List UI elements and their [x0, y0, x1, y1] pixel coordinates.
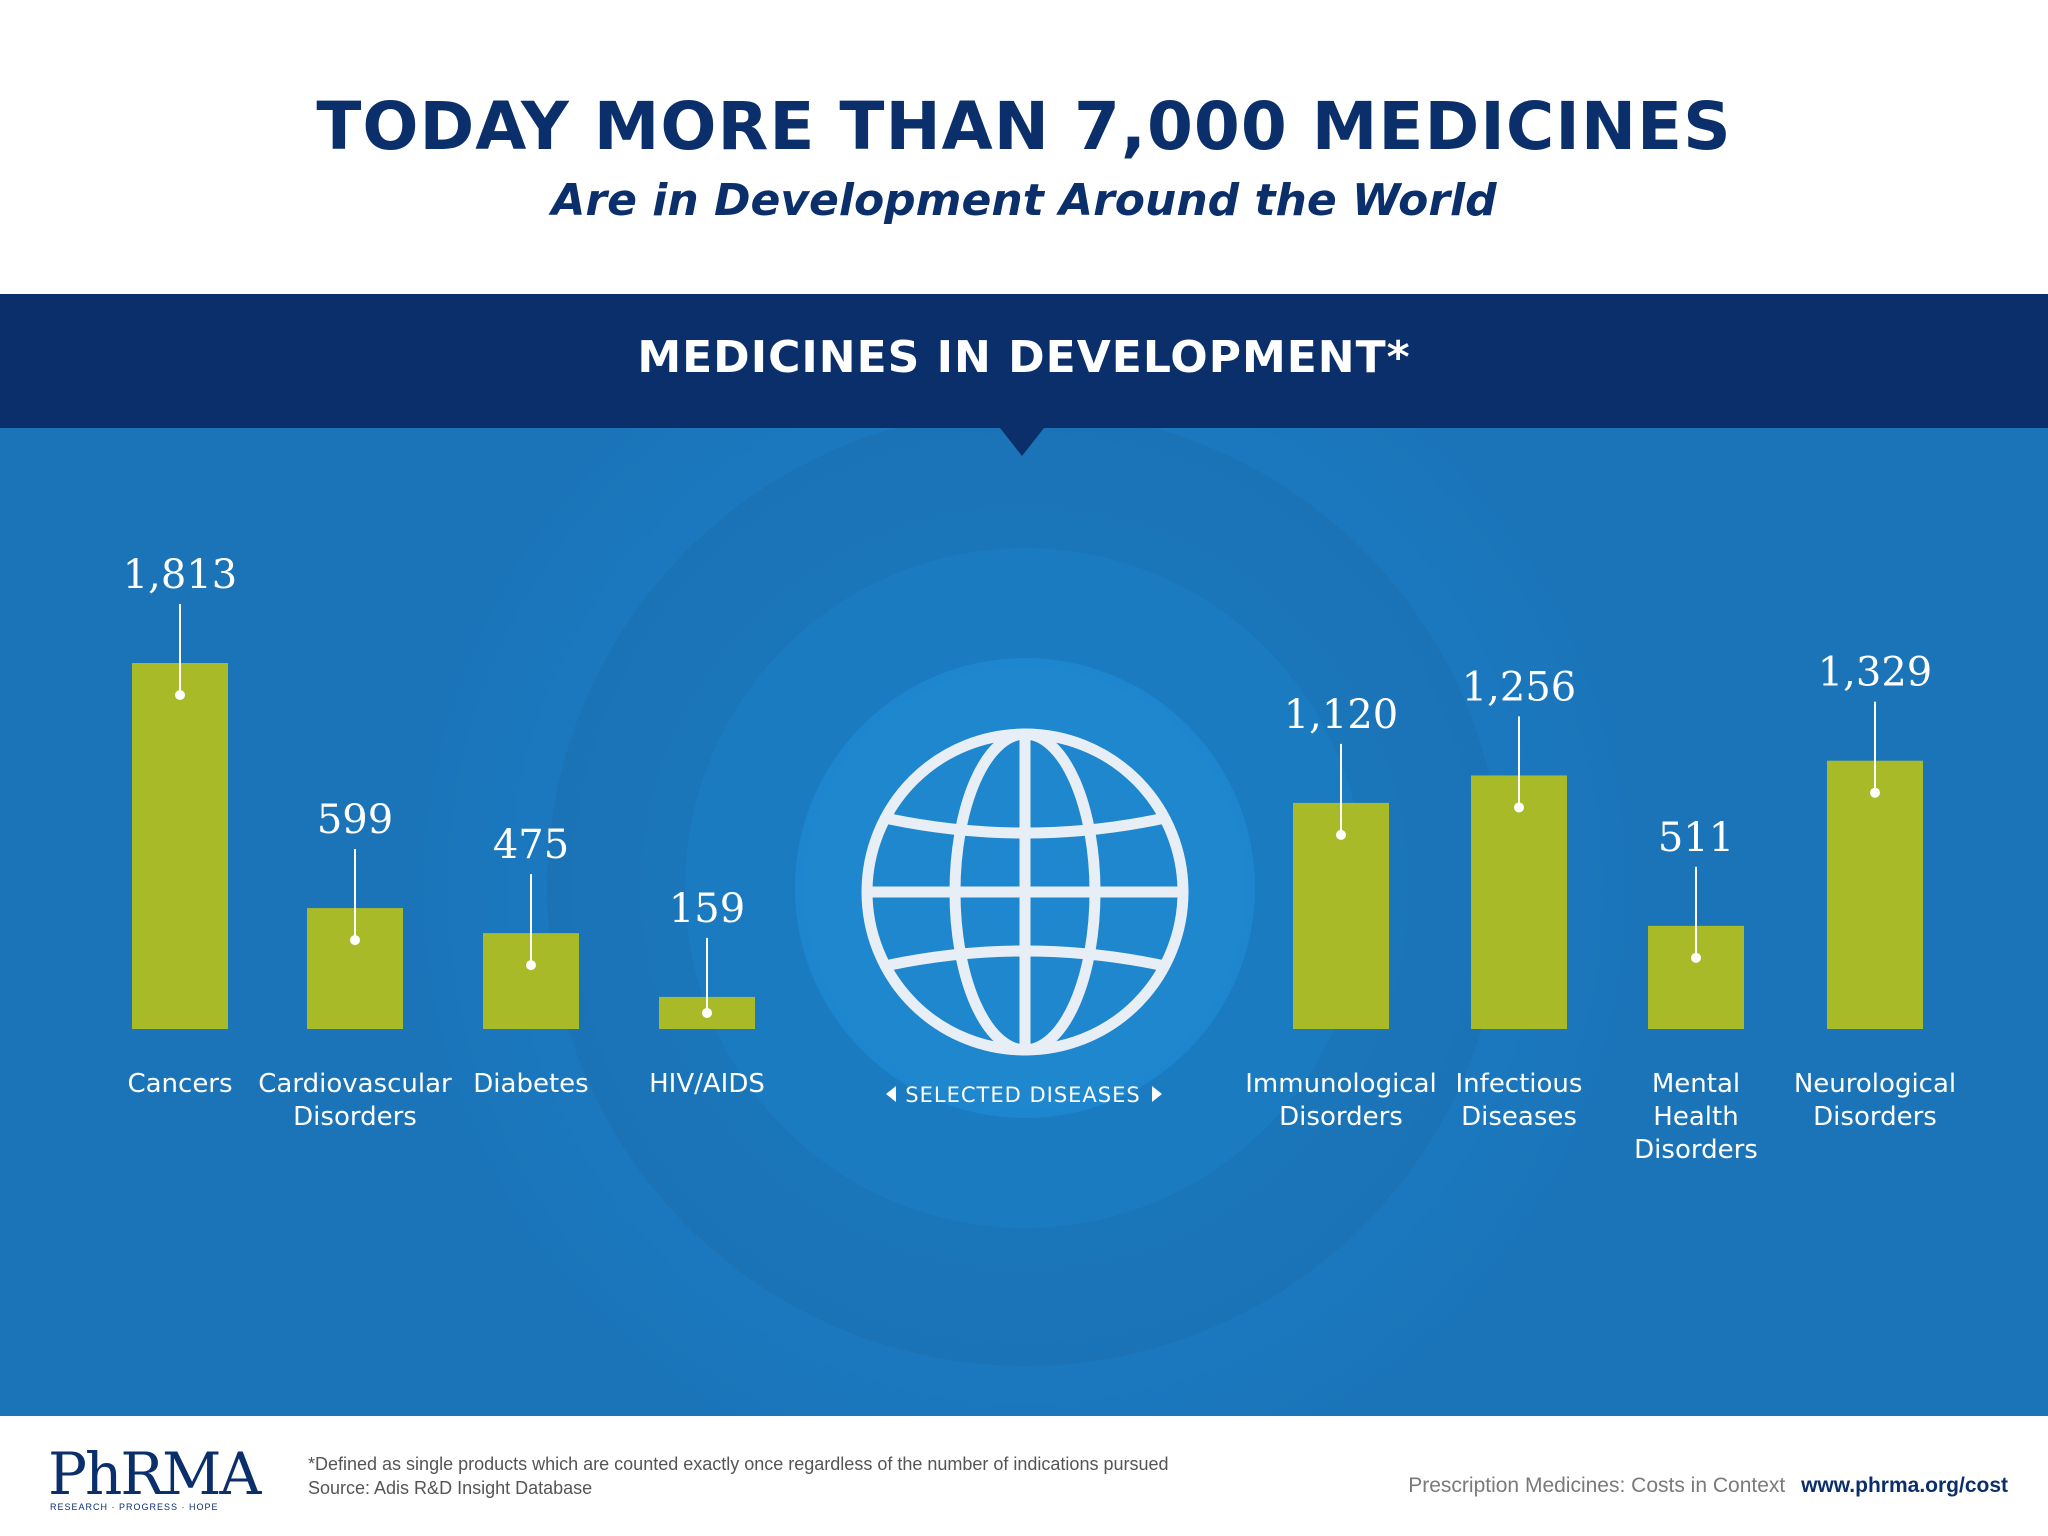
- bar-leader-dot: [526, 960, 536, 971]
- value-label: 1,813: [123, 552, 238, 598]
- main-title: TODAY MORE THAN 7,000 MEDICINES: [316, 88, 1732, 165]
- banner-pointer: [1000, 428, 1044, 456]
- globe-icon: [861, 728, 1189, 1056]
- caret-right-icon: [1152, 1086, 1162, 1102]
- category-label: Infectious: [1456, 1069, 1583, 1099]
- bar: [1293, 802, 1389, 1029]
- value-label: 599: [317, 797, 393, 843]
- bar-leader-dot: [175, 690, 185, 700]
- footer-context: Prescription Medicines: Costs in Context: [1408, 1474, 1786, 1497]
- bar-leader-dot: [1514, 802, 1524, 813]
- bar: [1827, 760, 1923, 1029]
- caret-left-icon: [886, 1086, 896, 1102]
- bar-leader-dot: [702, 1007, 712, 1018]
- bar-leader-dot: [350, 935, 360, 946]
- bar-chart: SELECTED DISEASES 1,813 Cancers 599 Cardiov…: [0, 428, 2048, 1416]
- category-label: Diseases: [1461, 1102, 1577, 1132]
- source-note: Source: Adis R&D Insight Database: [308, 1478, 593, 1498]
- category-label: Cancers: [127, 1069, 232, 1099]
- value-label: 1,329: [1818, 650, 1933, 696]
- footer-url[interactable]: www.phrma.org/cost: [1801, 1474, 2008, 1497]
- phrma-logo: PhRMA RESEARCH · PROGRESS · HOPE: [48, 1440, 261, 1516]
- footnote: *Defined as single products which are co…: [308, 1454, 1169, 1474]
- footer-right: Prescription Medicines: Costs in Context…: [1408, 1474, 2008, 1498]
- category-label: Cardiovascular: [258, 1069, 452, 1099]
- category-label: Neurological: [1794, 1069, 1956, 1099]
- header: TODAY MORE THAN 7,000 MEDICINES Are in D…: [0, 0, 2048, 294]
- value-label: 475: [493, 822, 569, 868]
- category-label: Mental: [1652, 1069, 1740, 1099]
- banner-title: MEDICINES IN DEVELOPMENT*: [637, 332, 1411, 383]
- logo-tagline: RESEARCH · PROGRESS · HOPE: [50, 1502, 219, 1512]
- footnote-block: *Defined as single products which are co…: [308, 1452, 1169, 1500]
- chart-panel: SELECTED DISEASES 1,813 Cancers 599 Cardiov…: [0, 428, 2048, 1416]
- category-label: Disorders: [1813, 1102, 1937, 1132]
- section-banner: MEDICINES IN DEVELOPMENT*: [0, 294, 2048, 428]
- bar-leader-dot: [1691, 952, 1701, 963]
- subtitle: Are in Development Around the World: [551, 175, 1497, 226]
- value-label: 159: [669, 886, 745, 932]
- value-label: 1,256: [1462, 664, 1577, 710]
- value-label: 511: [1658, 815, 1734, 861]
- bar-leader-dot: [1870, 787, 1880, 798]
- center-caption: SELECTED DISEASES: [886, 1083, 1162, 1107]
- bar-leader-dot: [1336, 829, 1346, 840]
- category-label: Health: [1653, 1102, 1738, 1132]
- bar: [1471, 775, 1567, 1029]
- category-label: Disorders: [293, 1102, 417, 1132]
- value-label: 1,120: [1284, 692, 1399, 738]
- bar: [132, 663, 228, 1029]
- center-label: SELECTED DISEASES: [905, 1083, 1140, 1107]
- category-label: Disorders: [1279, 1102, 1403, 1132]
- category-label: HIV/AIDS: [649, 1069, 765, 1099]
- logo-text: PhRMA: [48, 1440, 261, 1508]
- category-label: Diabetes: [473, 1069, 588, 1099]
- category-label: Disorders: [1634, 1135, 1758, 1165]
- footer: PhRMA RESEARCH · PROGRESS · HOPE *Define…: [0, 1416, 2048, 1536]
- category-label: Immunological: [1245, 1069, 1437, 1099]
- bars-group: 1,813Cancers599CardiovascularDisorders47…: [123, 552, 1956, 1165]
